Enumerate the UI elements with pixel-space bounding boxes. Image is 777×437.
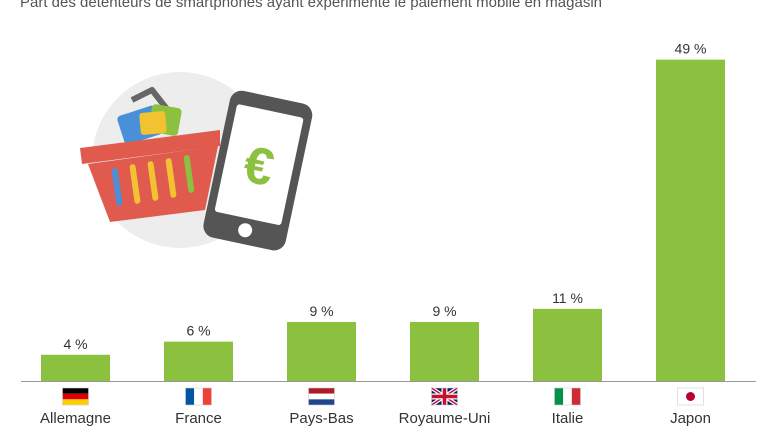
bar-0 bbox=[41, 354, 110, 381]
flag-jp-icon bbox=[677, 387, 704, 406]
bar-4 bbox=[533, 308, 602, 381]
bar-value-label: 9 % bbox=[432, 303, 456, 319]
flag-it-icon bbox=[554, 387, 581, 406]
category-label: Pays-Bas bbox=[289, 410, 353, 427]
bar-3 bbox=[410, 321, 479, 381]
flag-nl-icon bbox=[308, 387, 335, 406]
bar-value-label: 9 % bbox=[309, 303, 333, 319]
flag-gb-icon bbox=[430, 386, 459, 407]
category-label: Allemagne bbox=[40, 410, 111, 427]
chart-subtitle: Part des détenteurs de smartphones ayant… bbox=[20, 0, 603, 11]
bar-2 bbox=[287, 321, 356, 381]
category-label: Japon bbox=[670, 410, 711, 427]
bar-value-label: 6 % bbox=[186, 323, 210, 339]
shopping-basket-icon bbox=[80, 87, 220, 222]
bar-value-label: 49 % bbox=[675, 41, 707, 57]
flag-fr-icon bbox=[185, 387, 212, 406]
smartphone-euro-icon: € bbox=[203, 90, 313, 251]
category-label: Italie bbox=[552, 410, 584, 427]
bar-value-label: 4 % bbox=[63, 336, 87, 352]
bar-1 bbox=[164, 341, 233, 381]
category-label: Royaume-Uni bbox=[399, 410, 491, 427]
flag-de-icon bbox=[62, 387, 89, 406]
bar-5 bbox=[656, 59, 725, 382]
category-label: France bbox=[175, 410, 222, 427]
bar-value-label: 11 % bbox=[552, 290, 583, 306]
illustration: € bbox=[80, 72, 313, 251]
